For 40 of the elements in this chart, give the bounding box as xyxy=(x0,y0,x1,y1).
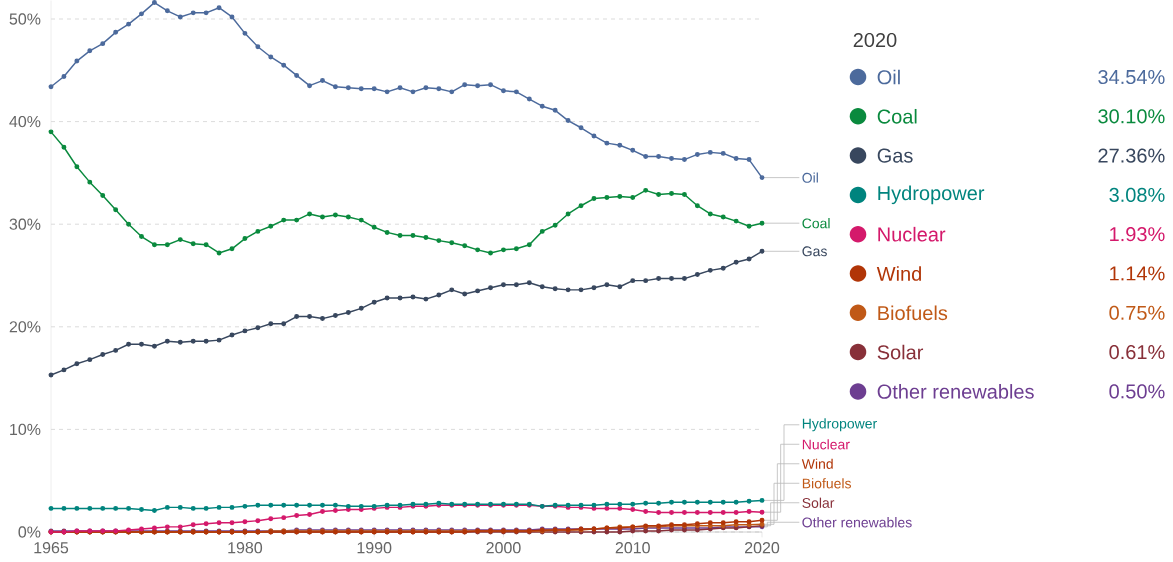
legend-label: Wind xyxy=(876,266,921,281)
text: Solar xyxy=(802,497,835,508)
legend-label: Coal xyxy=(877,108,917,124)
text: Nuclear xyxy=(802,439,850,450)
x-tick-label: 2000 xyxy=(486,542,521,554)
legend-label: Other renewables xyxy=(877,384,1034,399)
text: 0.75% xyxy=(1109,305,1165,320)
y-tick-label: 40% xyxy=(9,115,41,128)
text: 3.08% xyxy=(1109,187,1165,202)
x-tick-label: 2020 xyxy=(745,542,780,554)
legend-label: Hydropower xyxy=(878,185,985,205)
text: 34.54% xyxy=(1098,69,1165,85)
x-tick-label: 1965 xyxy=(34,542,69,554)
y-tick-label: 20% xyxy=(9,321,41,333)
y-tick-label: 10% xyxy=(10,423,41,436)
text: 30.10% xyxy=(1098,109,1165,124)
text: Oil xyxy=(802,172,818,183)
text: 1.93% xyxy=(1110,227,1165,242)
text: Hydropower xyxy=(802,418,877,432)
legend-label: Gas xyxy=(877,148,913,163)
legend-title: 2020 xyxy=(853,32,897,48)
x-tick-label: 1990 xyxy=(357,542,392,554)
y-tick-label: 50% xyxy=(9,13,41,25)
x-tick-label: 1980 xyxy=(228,542,263,554)
legend-label: Nuclear xyxy=(878,226,946,242)
text: Gas xyxy=(802,246,827,257)
legend-label: Solar xyxy=(877,344,924,360)
text: 1.14% xyxy=(1110,266,1165,281)
y-tick-label: 0% xyxy=(18,526,41,538)
text: Wind xyxy=(801,458,833,469)
text: 0.61% xyxy=(1109,345,1165,360)
text: 0.50% xyxy=(1109,384,1165,399)
y-tick-label: 30% xyxy=(9,218,41,230)
legend-label: Biofuels xyxy=(878,305,948,321)
text: Biofuels xyxy=(802,478,852,489)
text: Coal xyxy=(802,218,830,229)
text: 27.36% xyxy=(1098,148,1165,163)
legend-label: Oil xyxy=(877,69,900,85)
text: Other renewables xyxy=(802,517,912,528)
x-tick-label: 2010 xyxy=(615,542,650,554)
